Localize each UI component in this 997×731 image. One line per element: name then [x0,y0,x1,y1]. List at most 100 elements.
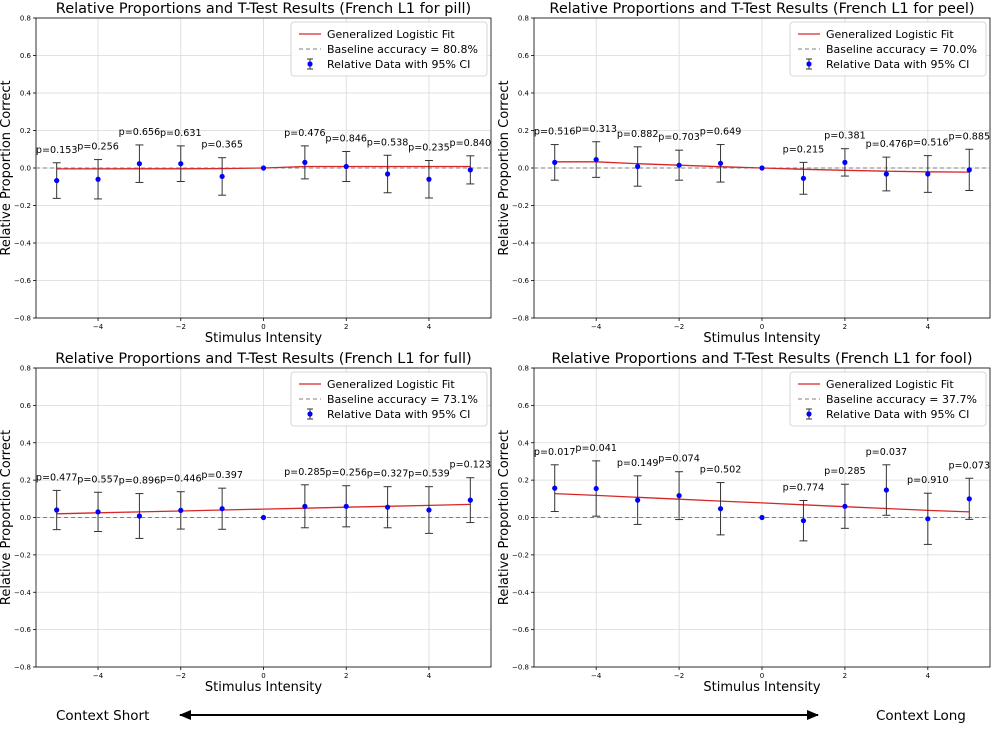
p-value-label: p=0.397 [201,470,243,481]
y-tick-label: 0.4 [518,439,530,447]
p-value-label: p=0.149 [617,458,659,469]
y-tick-label: 0.8 [20,15,31,23]
p-value-label: p=0.365 [201,140,243,151]
x-tick-label: 0 [760,672,764,680]
data-point [883,487,889,493]
p-value-label: p=0.235 [408,143,450,154]
y-tick-label: −0.2 [512,551,529,559]
data-point [302,159,308,165]
p-value-label: p=0.017 [534,447,576,458]
y-tick-label: −0.4 [512,589,530,597]
y-tick-label: −0.8 [14,315,31,323]
x-tick-label: 4 [427,672,432,680]
data-point [635,497,641,503]
x-tick-label: 0 [261,672,265,680]
data-point [966,496,972,502]
data-point [676,162,682,168]
data-point [260,165,267,171]
x-tick-label: −2 [674,323,684,331]
p-value-label: p=0.656 [119,127,161,138]
chart-panel-3: −4 −2 0 2 4 −0.8 −0.6 −0.4 −0.2 0.0 0.2 0.4 0.6 0.8 p=… [0,351,492,695]
y-axis-label: Relative Proportion Correct [497,80,512,255]
data-point [593,156,599,163]
x-axis-label: Stimulus Intensity [205,331,323,346]
legend-box [290,371,488,427]
legend-point-swatch [806,411,812,417]
legend-fit-label: Generalized Logistic Fit [327,28,455,41]
data-point [552,485,558,491]
legend-data-label: Relative Data with 95% CI [327,58,470,71]
y-tick-label: 0.2 [518,477,529,485]
p-value-label: p=0.840 [450,138,492,149]
x-axis-label: Stimulus Intensity [703,680,821,695]
x-tick-label: −4 [93,672,104,680]
y-tick-label: −0.8 [14,664,31,672]
data-point [593,485,599,492]
legend-data-label: Relative Data with 95% CI [826,58,969,71]
y-tick-label: −0.2 [14,202,31,210]
p-value-label: p=0.774 [783,482,825,493]
context-short-label: Context Short [56,708,150,724]
legend-baseline-label: Baseline accuracy = 37.7% [826,393,977,406]
data-point [54,507,60,513]
x-tick-label: 2 [843,672,847,680]
y-tick-label: 0.0 [20,514,31,522]
p-value-label: p=0.882 [617,129,659,140]
data-point [219,506,225,512]
p-value-label: p=0.285 [284,467,326,478]
y-tick-label: 0.2 [518,127,529,135]
data-point [966,167,972,173]
y-tick-label: −0.4 [14,589,32,597]
p-value-label: p=0.073 [948,460,990,471]
x-tick-label: −2 [176,323,186,331]
data-point [925,516,931,522]
y-tick-label: −0.4 [512,240,530,248]
p-value-label: p=0.896 [119,476,161,487]
x-tick-label: −2 [176,672,186,680]
y-tick-label: 0.4 [20,439,32,447]
p-value-label: p=0.215 [783,144,825,155]
data-point [302,503,308,509]
y-tick-label: 0.4 [518,90,530,98]
data-point [717,160,724,166]
data-point [95,509,101,515]
p-value-label: p=0.516 [907,138,949,149]
data-point [883,171,889,177]
data-point [426,507,432,513]
legend-fit-label: Generalized Logistic Fit [826,378,954,391]
p-value-label: p=0.313 [575,124,617,135]
data-point [219,173,225,180]
y-tick-label: 0.6 [20,402,32,410]
legend-box [789,21,987,77]
y-tick-label: 0.2 [20,477,31,485]
y-axis-label: Relative Proportion Correct [0,80,14,255]
p-value-label: p=0.476 [284,128,326,139]
legend-data-label: Relative Data with 95% CI [826,408,969,421]
data-point [800,175,807,181]
context-long-label: Context Long [876,708,966,724]
y-tick-label: −0.2 [512,202,529,210]
x-tick-label: 4 [926,672,931,680]
x-tick-label: 0 [760,323,764,331]
legend-baseline-label: Baseline accuracy = 70.0% [826,43,977,56]
data-point [178,161,184,167]
data-point [54,177,60,184]
p-value-label: p=0.381 [824,131,866,142]
y-tick-label: 0.0 [20,165,31,173]
legend-point-swatch [806,61,812,67]
legend-point-swatch [307,61,313,67]
legend-data-label: Relative Data with 95% CI [327,408,470,421]
p-value-label: p=0.539 [408,469,450,480]
p-value-label: p=0.477 [36,472,78,483]
x-tick-label: −4 [591,323,602,331]
chart-title: Relative Proportions and T-Test Results … [55,351,471,367]
p-value-label: p=0.285 [824,466,866,477]
p-value-label: p=0.446 [160,474,202,485]
x-tick-label: 4 [427,323,432,331]
legend: Generalized Logistic Fit Baseline accurac… [290,371,488,427]
p-value-label: p=0.631 [160,128,202,139]
p-value-label: p=0.557 [77,474,119,485]
chart-panel-2: −4 −2 0 2 4 −0.8 −0.6 −0.4 −0.2 0.0 0.2 0.4 0.6 0.8 p=… [497,1,991,346]
legend: Generalized Logistic Fit Baseline accurac… [789,21,987,77]
data-point [343,503,349,509]
